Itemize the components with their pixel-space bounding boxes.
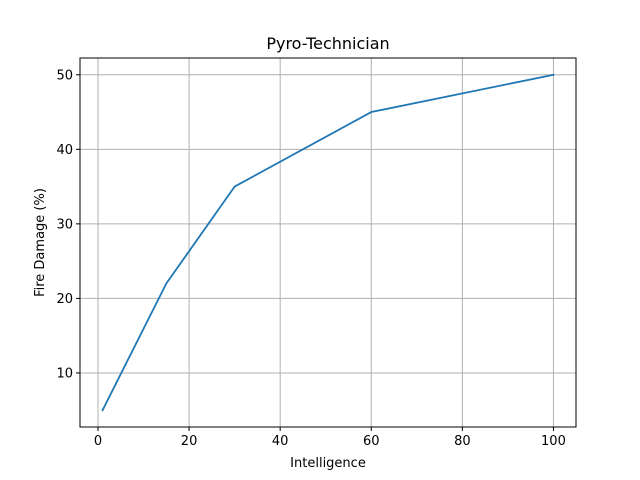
axis-ticks: 0 20 40 60 80 100 10 20 30 40 50	[56, 68, 565, 449]
y-tick-label: 40	[56, 143, 73, 158]
x-tick-label: 80	[454, 434, 471, 449]
x-tick-label: 40	[272, 434, 289, 449]
y-tick-label: 30	[56, 217, 73, 232]
x-axis-label: Intelligence	[290, 456, 366, 471]
x-tick-label: 100	[541, 434, 566, 449]
plot-frame	[79, 57, 577, 428]
y-tick-label: 50	[56, 68, 73, 83]
x-tick-label: 0	[94, 434, 102, 449]
grid	[80, 58, 576, 427]
x-tick-label: 60	[363, 434, 380, 449]
x-tick-label: 20	[181, 434, 198, 449]
y-tick-label: 20	[56, 292, 73, 307]
series-layer	[101, 73, 555, 412]
y-axis-label: Fire Damage (%)	[33, 188, 48, 297]
series-line-0	[101, 73, 555, 412]
y-tick-label: 10	[56, 366, 73, 381]
chart-title: Pyro-Technician	[266, 34, 389, 53]
